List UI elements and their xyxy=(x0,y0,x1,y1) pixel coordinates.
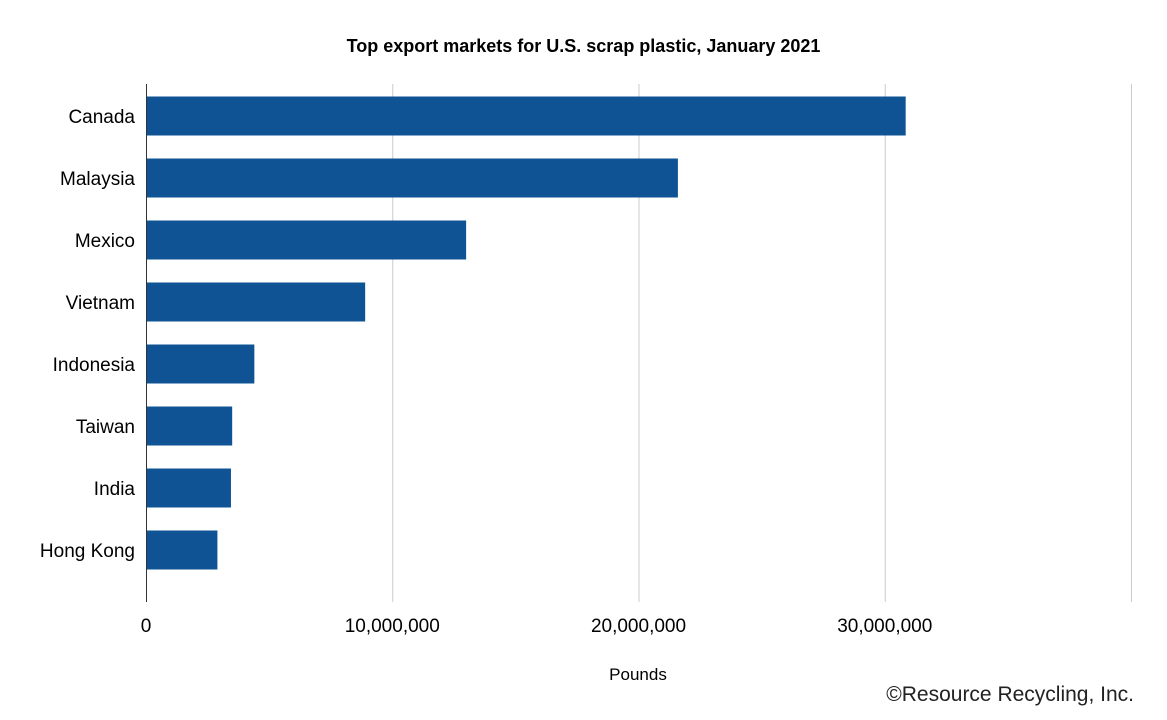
bar-vietnam xyxy=(146,282,366,322)
bar-malaysia xyxy=(146,158,678,198)
label-layer: Canada Malaysia Mexico Vietnam Indonesia Taiw… xyxy=(40,107,932,637)
category-label-vietnam: Vietnam xyxy=(66,293,135,314)
x-axis-title: Pounds xyxy=(609,665,667,684)
x-tick-label-0: 0 xyxy=(141,616,152,637)
x-tick-label-1: 10,000,000 xyxy=(345,616,440,637)
category-label-malaysia: Malaysia xyxy=(60,169,135,190)
category-label-hong-kong: Hong Kong xyxy=(40,541,135,562)
category-label-india: India xyxy=(94,479,136,500)
category-label-mexico: Mexico xyxy=(75,231,135,252)
bar-mexico xyxy=(146,220,467,260)
category-label-indonesia: Indonesia xyxy=(53,355,136,376)
bar-indonesia xyxy=(146,344,255,384)
bar-india xyxy=(146,468,231,508)
bar-layer xyxy=(146,96,906,570)
bar-hong-kong xyxy=(146,530,218,570)
bar-taiwan xyxy=(146,406,233,446)
category-label-canada: Canada xyxy=(68,107,135,128)
category-label-taiwan: Taiwan xyxy=(76,417,135,438)
copyright-credit: ©Resource Recycling, Inc. xyxy=(886,683,1134,706)
x-tick-label-2: 20,000,000 xyxy=(591,616,686,637)
chart-title: Top export markets for U.S. scrap plasti… xyxy=(346,36,821,56)
x-tick-label-3: 30,000,000 xyxy=(837,616,932,637)
bar-canada xyxy=(146,96,906,136)
